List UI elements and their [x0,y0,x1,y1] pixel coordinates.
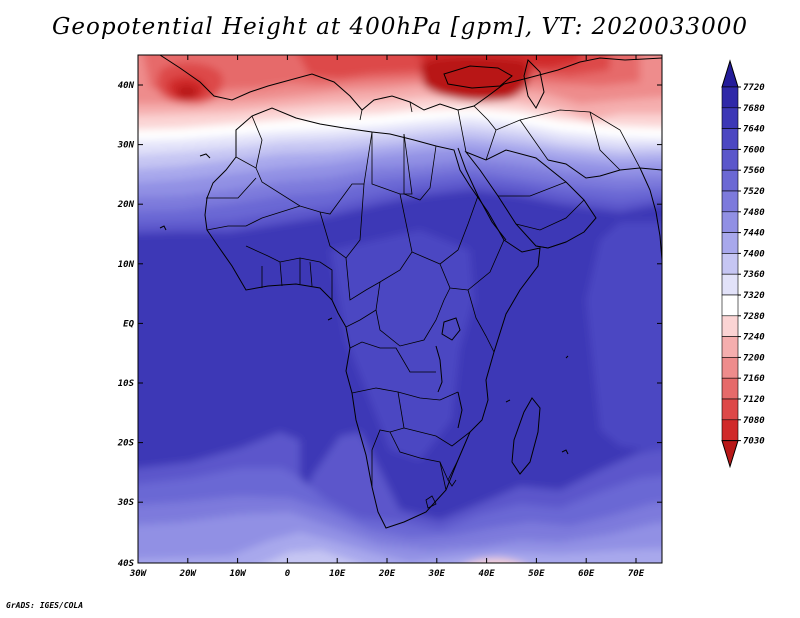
colorbar-segment [721,336,739,358]
lat-label: 30N [117,141,135,151]
europe-coastline [159,55,662,111]
colorbar-level-label: 7360 [743,270,765,280]
colorbar-level-label: 7030 [743,437,765,447]
lat-label: 20N [117,200,135,210]
colorbar-segment [721,357,739,379]
lat-label: 20S [117,439,135,449]
lon-label: 10W [229,569,247,579]
lon-label: 20W [179,569,198,579]
colorbar-level-label: 7680 [743,104,765,114]
contour-band-r1-27 [471,559,519,563]
lat-label: EQ [123,319,134,329]
colorbar-level-label: 7280 [743,312,765,322]
lon-label: 70E [628,569,645,579]
colorbar-segment [721,107,739,129]
mascarene [561,449,569,455]
lat-label: 40S [118,559,135,569]
colorbar: 7720 7680 7640 7600 7560 7520 7480 7440 7400 7360… [721,59,765,469]
colorbar-level-label: 7400 [743,249,765,259]
lon-label: 10E [329,569,346,579]
axis-ticks [137,55,662,564]
colorbar-segment [721,377,739,400]
colorbar-level-label: 7440 [743,229,765,239]
lat-label: 30S [117,498,135,508]
india-coast [639,167,662,261]
colorbar-level-label: 7600 [743,145,765,155]
colorbar-level-label: 7120 [743,395,765,405]
colorbar-level-label: 7720 [743,83,765,93]
colorbar-level-label: 7240 [743,333,765,343]
sao-tome [327,317,333,321]
colorbar-segment [721,398,739,421]
colorbar-segment [721,419,739,441]
arabia-coastline [464,149,597,249]
height-field [138,55,662,563]
lon-label: 50E [528,569,545,579]
colorbar-segment [721,273,739,296]
lat-label: 10N [118,260,135,270]
lat-label: 40N [118,81,135,91]
map-title: Geopotential Height at 400hPa [gpm], VT:… [52,14,748,40]
country-borders [206,101,641,509]
colorbar-segment [721,211,739,233]
colorbar-segment [721,128,739,150]
seychelles [565,355,569,359]
colorbar-level-label: 7560 [743,166,765,176]
contour-band-mid-1 [138,120,662,452]
grads-credit: GrADS: IGES/COLA [6,601,84,610]
map-frame [137,54,663,564]
lat-label: 10S [118,379,135,389]
colorbar-level-label: 7320 [743,291,765,301]
colorbar-level-label: 7200 [743,353,765,363]
colorbar-segment [721,253,739,275]
lon-label: 60E [578,569,595,579]
lon-label: 0 [285,569,291,579]
colorbar-segment [721,294,739,317]
contour-band-mid-2 [330,230,474,460]
lon-label: 40E [478,569,495,579]
cape-verde [159,225,167,231]
latitude-labels: 40N 30N 20N 10N EQ 10S 20S 30S 40S [117,81,135,569]
lake-tanganyika [435,345,443,393]
madagascar-coastline [511,397,541,475]
canary-islands [199,153,211,159]
colorbar-level-label: 7080 [743,416,765,426]
caspian-sea [523,59,545,109]
comoros [505,399,511,403]
colorbar-segment [721,232,739,254]
contour-band-r7-25 [420,56,531,102]
colorbar-level-label: 7480 [743,208,765,218]
lake-malawi [457,391,463,429]
colorbar-top-arrow [721,59,739,88]
colorbar-level-label: 7640 [743,125,765,135]
lon-label: 30E [428,569,446,579]
lon-label: 30W [129,569,148,579]
contour-band-c6-14 [265,550,359,563]
colorbar-level-label: 7160 [743,374,765,384]
colorbar-segment [721,86,739,109]
colorbar-level-label: 7520 [743,187,765,197]
colorbar-segment [721,315,739,337]
contour-band-r7-26 [176,85,198,99]
colorbar-segment [721,169,739,192]
colorbar-segment [721,190,739,213]
lon-label: 20E [378,569,396,579]
colorbar-bottom-arrow [721,440,739,469]
colorbar-segment [721,149,739,171]
contour-band-c5-12 [138,532,662,563]
longitude-labels: 30W 20W 10W 0 10E 20E 30E 40E 50E 60E 70E [129,569,645,579]
black-sea [443,65,513,89]
lake-victoria [441,317,461,341]
